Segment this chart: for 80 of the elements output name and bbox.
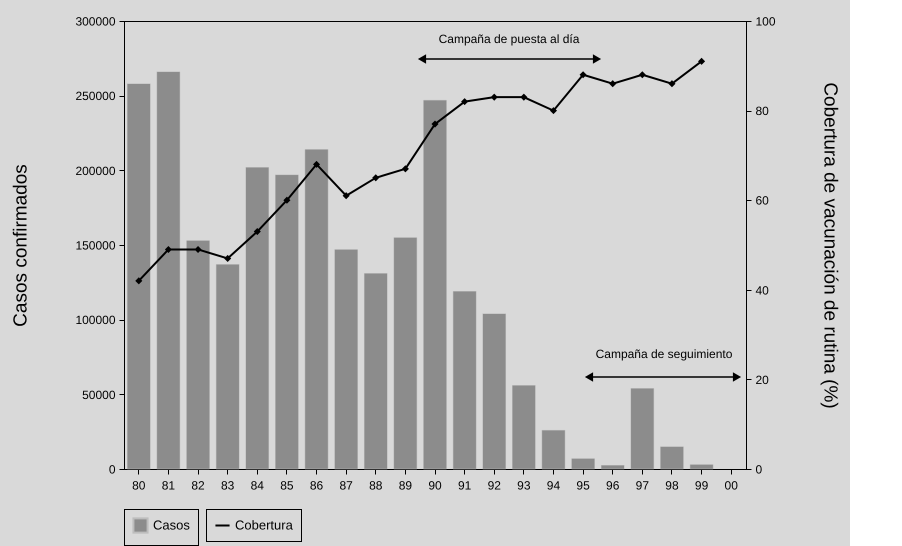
point bbox=[164, 246, 172, 254]
y2-tick-label: 0 bbox=[756, 462, 762, 476]
x-tick-label: 92 bbox=[488, 478, 502, 492]
point bbox=[580, 71, 587, 78]
bar bbox=[512, 385, 536, 470]
x-tick-label: 95 bbox=[576, 478, 590, 492]
bar bbox=[600, 465, 625, 470]
y2-tick-label: 40 bbox=[756, 283, 770, 298]
point bbox=[372, 174, 380, 182]
x-tick-label: 85 bbox=[280, 478, 294, 492]
bar bbox=[127, 83, 151, 470]
legend-label: Casos bbox=[153, 518, 190, 532]
x-tick-label: 97 bbox=[636, 478, 650, 492]
point bbox=[224, 254, 232, 262]
x-tick-label: 86 bbox=[310, 478, 324, 492]
x-tick-label: 80 bbox=[132, 478, 146, 492]
x-tick-label: 84 bbox=[250, 478, 264, 492]
legend-label: Cobertura bbox=[235, 518, 294, 532]
bar bbox=[245, 167, 270, 470]
point bbox=[402, 165, 409, 172]
point bbox=[668, 80, 676, 88]
point bbox=[135, 277, 142, 284]
point bbox=[490, 94, 498, 101]
bar bbox=[304, 149, 328, 470]
y-tick-label: 0 bbox=[108, 462, 116, 476]
point bbox=[431, 120, 439, 128]
annotation: Campaña de puesta al día bbox=[438, 32, 580, 46]
y-tick-label: 50000 bbox=[82, 388, 116, 402]
x-tick-label: 93 bbox=[517, 478, 531, 492]
point bbox=[698, 58, 706, 65]
x-tick-label: 87 bbox=[339, 478, 354, 492]
bar bbox=[156, 72, 180, 470]
y2-axis-title: Cobertura de vacunación de rutina (%) bbox=[820, 82, 841, 409]
bar bbox=[452, 291, 476, 470]
bar bbox=[482, 313, 506, 470]
x-tick-label: 82 bbox=[191, 478, 206, 492]
bar bbox=[334, 249, 358, 470]
y2-tick-label: 20 bbox=[756, 372, 770, 387]
y-axis-title: Casos confirmados bbox=[10, 164, 32, 327]
point bbox=[638, 71, 646, 78]
y2-tick-label: 60 bbox=[756, 194, 770, 208]
y2-tick-label: 80 bbox=[756, 104, 770, 118]
point bbox=[283, 196, 290, 204]
point bbox=[254, 228, 261, 236]
bar bbox=[660, 446, 684, 470]
bar bbox=[423, 100, 447, 470]
point bbox=[194, 246, 202, 254]
annotation: Campaña de seguimiento bbox=[596, 347, 733, 361]
x-tick-label: 96 bbox=[606, 478, 620, 492]
x-tick-label: 90 bbox=[428, 478, 442, 492]
bar bbox=[275, 174, 299, 470]
x-tick-label: 81 bbox=[162, 478, 176, 492]
y-tick-label: 100000 bbox=[75, 313, 116, 328]
bar bbox=[571, 458, 595, 470]
point bbox=[609, 80, 616, 88]
bar bbox=[690, 464, 714, 470]
bar bbox=[216, 264, 240, 470]
bar bbox=[364, 273, 388, 470]
x-tick-label: 83 bbox=[220, 478, 235, 492]
bar bbox=[186, 240, 210, 470]
x-tick-label: 00 bbox=[724, 478, 738, 492]
x-tick-label: 94 bbox=[546, 478, 560, 492]
point bbox=[461, 98, 468, 106]
y-tick-label: 150000 bbox=[75, 238, 116, 252]
y-tick-label: 300000 bbox=[75, 14, 116, 28]
y2-tick-label: 100 bbox=[756, 14, 776, 28]
bar bbox=[542, 430, 566, 470]
x-tick-label: 89 bbox=[398, 478, 412, 492]
x-tick-label: 88 bbox=[369, 478, 383, 492]
bar bbox=[394, 237, 418, 470]
bar bbox=[630, 388, 654, 470]
y-tick-label: 250000 bbox=[75, 89, 116, 104]
point bbox=[520, 94, 528, 101]
x-tick-label: 91 bbox=[458, 478, 472, 492]
point bbox=[550, 107, 558, 114]
x-tick-label: 98 bbox=[665, 478, 679, 492]
y-tick-label: 200000 bbox=[75, 164, 116, 178]
point bbox=[312, 160, 320, 168]
point bbox=[342, 192, 350, 200]
x-tick-label: 99 bbox=[694, 478, 709, 492]
